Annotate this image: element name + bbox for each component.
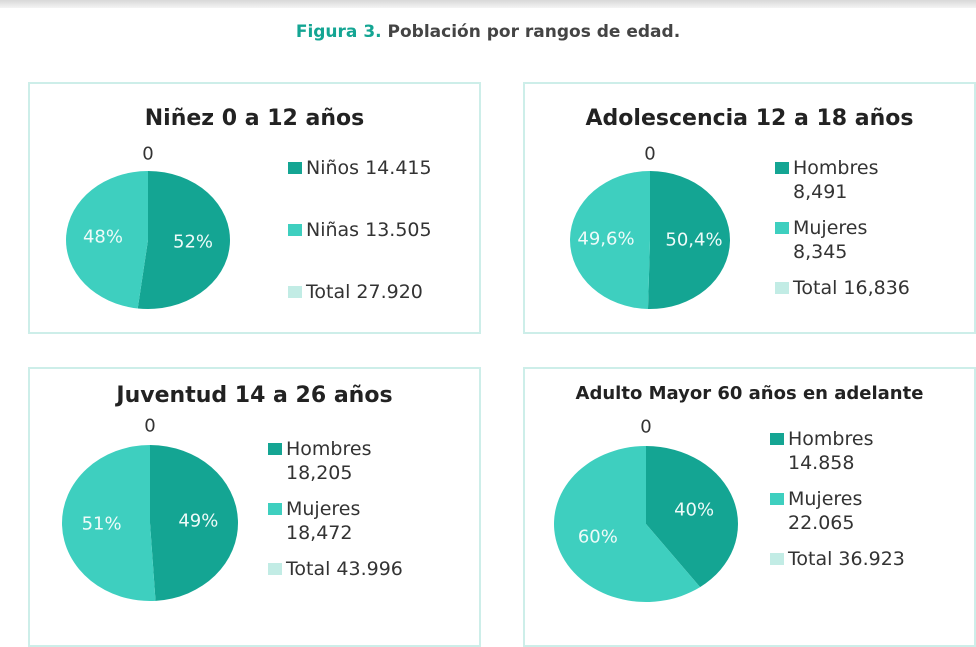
legend-label: Total 43.996 [286, 558, 403, 580]
legend-swatch [770, 493, 784, 505]
chart-panel: Juventud 14 a 26 años Hombres 18,205 Mujer… [28, 367, 481, 647]
chart-title: Adulto Mayor 60 años en adelante [575, 383, 924, 404]
value-label: 40% [674, 500, 714, 521]
pie-slice [554, 446, 701, 603]
value-label: 0 [640, 416, 651, 437]
legend-label: Total 36.923 [788, 548, 905, 570]
legend-swatch [288, 162, 302, 174]
figure-title: Población por rangos de edad. [387, 22, 681, 42]
legend: Hombres 18,205 Mujeres 18,472 Total 43.996 [268, 437, 418, 593]
legend-swatch [770, 553, 784, 565]
legend-item: Total 27.920 [288, 280, 468, 304]
pie-slice [62, 445, 156, 601]
legend-label: Niños 14.415 [306, 157, 432, 179]
legend-label: Total 27.920 [306, 281, 423, 303]
chart-title: Niñez 0 a 12 años [144, 106, 365, 131]
chart-panel: Adulto Mayor 60 años en adelante Hombres … [523, 367, 976, 647]
pie-slice [150, 444, 239, 601]
legend-swatch [268, 503, 282, 515]
legend-label: Mujeres 8,345 [793, 217, 868, 263]
figure-label: Figura 3. [295, 22, 382, 42]
legend-label: Hombres 18,205 [286, 438, 372, 484]
legend-item: Hombres 18,205 [268, 437, 418, 485]
legend-swatch [770, 433, 784, 445]
pie-slice [569, 171, 650, 309]
legend-swatch [288, 286, 302, 298]
pies: 52% 48% 0 50,4% 49,6% 0 49% 51% 0 40% 60% 0 [62, 143, 738, 603]
top-border [0, 0, 976, 8]
legend-item: Hombres 8,491 [775, 156, 925, 204]
legend-item: Total 16,836 [775, 276, 925, 300]
figure-caption: Figura 3. Población por rangos de edad. [0, 22, 976, 42]
legend-item: Mujeres 22.065 [770, 487, 920, 535]
chart-panel: Adolescencia 12 a 18 años Hombres 8,491 Mu… [523, 82, 976, 334]
legend-label: Total 16,836 [793, 277, 910, 299]
legend-label: Mujeres 18,472 [286, 498, 361, 544]
legend-item: Niñas 13.505 [288, 218, 468, 242]
legend-item: Mujeres 18,472 [268, 497, 418, 545]
pie-slice [646, 446, 738, 588]
value-label: 51% [82, 513, 122, 534]
legend-label: Hombres 14.858 [788, 428, 874, 474]
legend: Niños 14.415 Niñas 13.505 Total 27.920 [288, 156, 468, 342]
value-label: 48% [83, 227, 123, 248]
pie-slice [137, 171, 231, 309]
value-label: 60% [578, 526, 618, 547]
value-label: 0 [142, 143, 153, 164]
legend-item: Mujeres 8,345 [775, 216, 925, 264]
legend-swatch [775, 282, 789, 294]
pie-slice [66, 171, 148, 309]
chart-title: Adolescencia 12 a 18 años [585, 106, 914, 131]
value-label: 50,4% [665, 229, 722, 250]
legend-label: Mujeres 22.065 [788, 488, 863, 534]
pie-slice [647, 171, 730, 309]
legend-item: Hombres 14.858 [770, 427, 920, 475]
legend-item: Total 36.923 [770, 547, 920, 571]
legend: Hombres 14.858 Mujeres 22.065 Total 36.923 [770, 427, 920, 583]
legend-item: Total 43.996 [268, 557, 418, 581]
value-label: 49,6% [577, 229, 634, 250]
legend-swatch [775, 162, 789, 174]
legend: Hombres 8,491 Mujeres 8,345 Total 16,836 [775, 156, 925, 312]
legend-swatch [268, 563, 282, 575]
value-label: 52% [173, 231, 213, 252]
legend-item: Niños 14.415 [288, 156, 468, 180]
legend-label: Niñas 13.505 [306, 219, 432, 241]
chart-panel: Niñez 0 a 12 años Niños 14.415 Niñas 13.50… [28, 82, 481, 334]
legend-swatch [268, 443, 282, 455]
value-label: 0 [144, 415, 155, 436]
chart-title: Juventud 14 a 26 años [116, 383, 393, 408]
value-label: 49% [178, 511, 218, 532]
value-label: 0 [644, 143, 655, 164]
legend-label: Hombres 8,491 [793, 157, 879, 203]
legend-swatch [775, 222, 789, 234]
legend-swatch [288, 224, 302, 236]
